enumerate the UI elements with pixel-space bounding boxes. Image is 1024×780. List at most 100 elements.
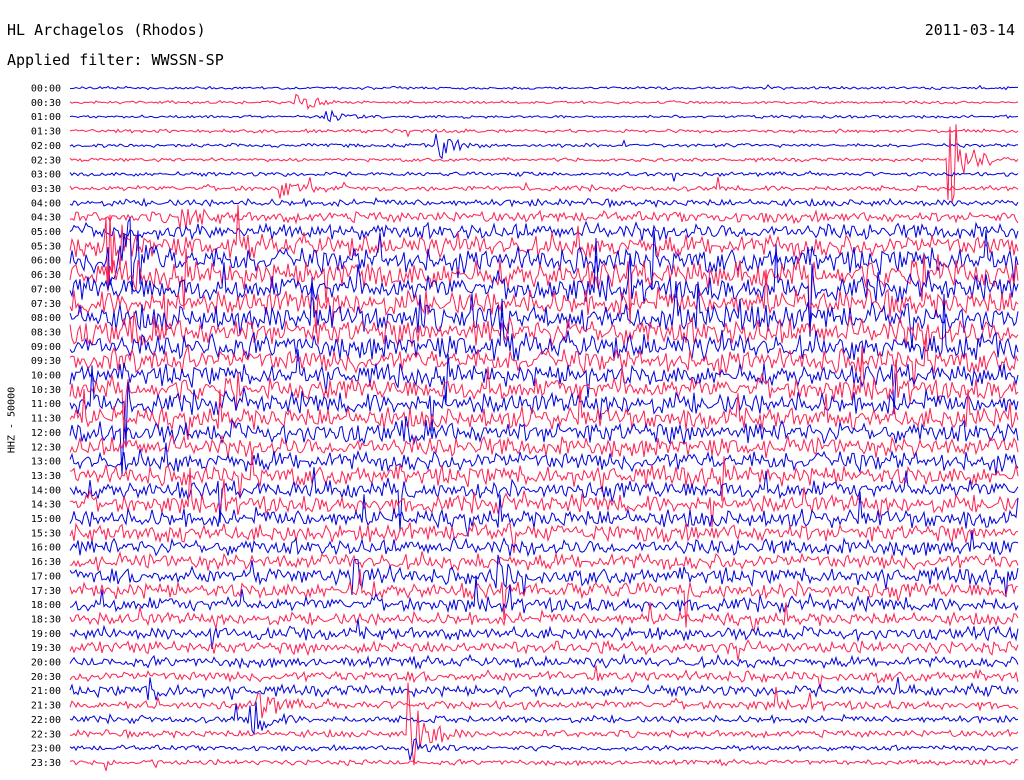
time-label: 07:30 bbox=[31, 299, 61, 310]
trace-row-1200 bbox=[69, 416, 1019, 476]
time-label: 05:00 bbox=[31, 227, 61, 238]
time-label: 10:30 bbox=[31, 385, 61, 396]
time-label: 12:00 bbox=[31, 428, 61, 439]
time-label: 03:30 bbox=[31, 184, 61, 195]
trace-row-0130 bbox=[69, 128, 1019, 138]
trace-row-0500 bbox=[69, 220, 1019, 242]
time-label: 00:00 bbox=[31, 84, 61, 95]
time-label: 01:30 bbox=[31, 127, 61, 138]
time-label: 05:30 bbox=[31, 241, 61, 252]
trace-row-0300 bbox=[69, 170, 1019, 182]
time-label: 00:30 bbox=[31, 98, 61, 109]
time-label: 21:30 bbox=[31, 701, 61, 712]
trace-row-0900 bbox=[69, 293, 1019, 362]
trace-row-1530 bbox=[69, 521, 1019, 554]
time-label: 08:00 bbox=[31, 313, 61, 324]
time-label: 16:30 bbox=[31, 557, 61, 568]
trace-row-0030 bbox=[69, 93, 1019, 110]
time-label: 08:30 bbox=[31, 327, 61, 338]
trace-row-0400 bbox=[69, 196, 1019, 209]
time-label: 07:00 bbox=[31, 284, 61, 295]
time-label: 18:00 bbox=[31, 600, 61, 611]
time-label: 02:30 bbox=[31, 155, 61, 166]
trace-row-0430 bbox=[69, 208, 1019, 230]
time-label: 06:30 bbox=[31, 270, 61, 281]
trace-row-2200 bbox=[69, 701, 1019, 736]
time-label: 01:00 bbox=[31, 112, 61, 123]
trace-row-2300 bbox=[69, 737, 1019, 761]
trace-row-1230 bbox=[69, 433, 1019, 459]
time-label: 20:00 bbox=[31, 658, 61, 669]
time-label: 02:00 bbox=[31, 141, 61, 152]
time-label: 15:00 bbox=[31, 514, 61, 525]
trace-row-0330 bbox=[69, 176, 1019, 199]
filter-label: Applied filter: WWSSN-SP bbox=[7, 51, 224, 69]
trace-row-1130 bbox=[69, 385, 1019, 440]
time-label: 13:30 bbox=[31, 471, 61, 482]
station-title: HL Archagelos (Rhodos) bbox=[7, 21, 206, 39]
time-label: 09:30 bbox=[31, 356, 61, 367]
trace-row-1830 bbox=[69, 601, 1019, 632]
time-label: 13:00 bbox=[31, 457, 61, 468]
trace-row-1900 bbox=[69, 618, 1019, 649]
trace-row-0600 bbox=[69, 216, 1019, 295]
time-label: 16:00 bbox=[31, 543, 61, 554]
trace-row-0830 bbox=[69, 311, 1019, 348]
trace-row-1100 bbox=[69, 365, 1019, 445]
trace-row-1700 bbox=[69, 554, 1019, 598]
trace-row-1800 bbox=[69, 575, 1019, 614]
time-label: 23:00 bbox=[31, 744, 61, 755]
time-label: 17:30 bbox=[31, 586, 61, 597]
trace-row-1600 bbox=[69, 529, 1019, 558]
time-label: 04:00 bbox=[31, 198, 61, 209]
trace-row-0100 bbox=[69, 109, 1019, 123]
trace-row-1030 bbox=[69, 345, 1019, 440]
time-label: 03:00 bbox=[31, 170, 61, 181]
trace-row-2030 bbox=[69, 665, 1019, 690]
trace-row-2130 bbox=[69, 686, 1019, 719]
time-label: 15:30 bbox=[31, 528, 61, 539]
time-label: 22:30 bbox=[31, 729, 61, 740]
time-label: 19:00 bbox=[31, 629, 61, 640]
time-label: 21:00 bbox=[31, 686, 61, 697]
time-label: 09:00 bbox=[31, 342, 61, 353]
trace-row-1430 bbox=[69, 467, 1019, 528]
trace-row-1000 bbox=[69, 349, 1019, 415]
time-label: 12:30 bbox=[31, 442, 61, 453]
trace-row-0230 bbox=[69, 124, 1019, 203]
trace-row-1400 bbox=[69, 467, 1019, 532]
time-label: 17:00 bbox=[31, 571, 61, 582]
time-label: 10:00 bbox=[31, 371, 61, 382]
time-label: 23:30 bbox=[31, 758, 61, 769]
trace-row-0730 bbox=[69, 269, 1019, 336]
trace-row-0800 bbox=[69, 277, 1019, 348]
trace-row-1330 bbox=[69, 452, 1019, 502]
time-label: 20:30 bbox=[31, 672, 61, 683]
time-label: 14:00 bbox=[31, 485, 61, 496]
seismogram-traces bbox=[69, 84, 1019, 771]
trace-row-0000 bbox=[69, 84, 1019, 91]
record-date: 2011-03-14 bbox=[924, 21, 1015, 39]
trace-row-2230 bbox=[70, 682, 1019, 766]
time-labels: 00:00 00:30 01:00 01:30 02:00 02:30 03:00 03:30… bbox=[31, 84, 61, 769]
trace-row-1500 bbox=[69, 491, 1019, 537]
time-label: 18:30 bbox=[31, 614, 61, 625]
time-label: 04:30 bbox=[31, 213, 61, 224]
trace-row-2330 bbox=[69, 758, 1019, 771]
trace-row-0930 bbox=[69, 333, 1019, 389]
time-label: 14:30 bbox=[31, 500, 61, 511]
trace-row-0630 bbox=[69, 248, 1019, 337]
time-label: 06:00 bbox=[31, 256, 61, 267]
time-label: 11:30 bbox=[31, 414, 61, 425]
trace-row-0700 bbox=[69, 237, 1019, 337]
trace-row-1300 bbox=[69, 442, 1019, 476]
trace-row-0530 bbox=[69, 204, 1019, 292]
time-label: 22:00 bbox=[31, 715, 61, 726]
trace-row-1730 bbox=[69, 569, 1019, 628]
trace-row-2000 bbox=[69, 653, 1019, 670]
trace-row-2100 bbox=[69, 677, 1019, 701]
time-label: 11:00 bbox=[31, 399, 61, 410]
time-label: 19:30 bbox=[31, 643, 61, 654]
trace-row-0200 bbox=[69, 133, 1019, 160]
